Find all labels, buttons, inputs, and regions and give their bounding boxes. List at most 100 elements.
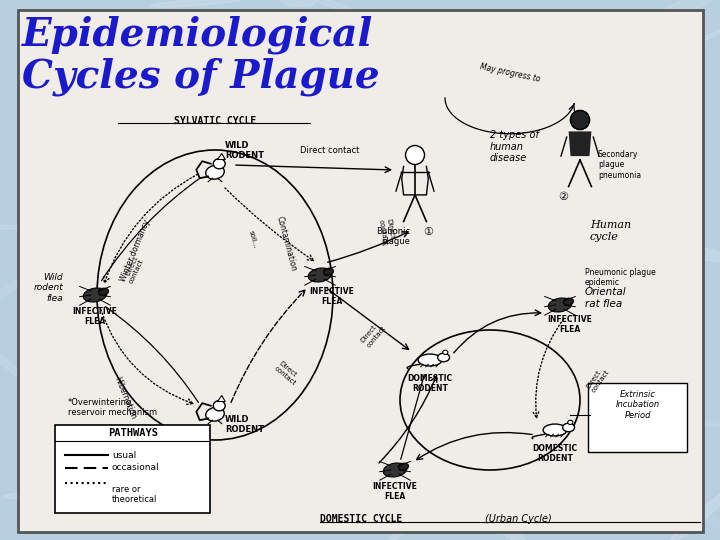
Ellipse shape (206, 165, 225, 179)
Ellipse shape (195, 472, 234, 500)
Ellipse shape (498, 164, 609, 175)
Text: Direct
contact: Direct contact (122, 255, 145, 284)
Ellipse shape (667, 487, 720, 540)
Ellipse shape (389, 171, 414, 183)
Text: INFECTIVE
FLEA: INFECTIVE FLEA (548, 315, 593, 334)
Ellipse shape (562, 423, 575, 431)
Text: *Overwintering
reservoir mechanism: *Overwintering reservoir mechanism (68, 398, 157, 417)
Ellipse shape (335, 442, 392, 457)
Ellipse shape (109, 255, 186, 274)
Ellipse shape (632, 273, 654, 293)
Ellipse shape (564, 500, 589, 515)
Ellipse shape (99, 288, 109, 295)
Ellipse shape (674, 365, 702, 373)
Polygon shape (217, 153, 225, 159)
Ellipse shape (323, 268, 333, 275)
Ellipse shape (461, 23, 597, 94)
Ellipse shape (443, 350, 448, 354)
Ellipse shape (282, 0, 316, 6)
Ellipse shape (543, 424, 567, 436)
FancyBboxPatch shape (588, 383, 687, 452)
Ellipse shape (22, 390, 88, 452)
Ellipse shape (181, 152, 325, 254)
Ellipse shape (313, 469, 463, 495)
Text: INFECTIVE
FLEA: INFECTIVE FLEA (73, 307, 117, 326)
Text: Wild
rodent
flea: Wild rodent flea (33, 273, 63, 303)
Ellipse shape (403, 295, 533, 348)
Ellipse shape (656, 455, 692, 462)
Text: DOMESTIC
RODENT: DOMESTIC RODENT (532, 444, 577, 463)
Ellipse shape (164, 212, 281, 288)
Ellipse shape (450, 19, 518, 57)
Ellipse shape (605, 57, 705, 87)
Text: Winter dormancy: Winter dormancy (119, 218, 151, 282)
Ellipse shape (307, 387, 460, 474)
Text: (Urban Cycle): (Urban Cycle) (485, 514, 552, 524)
Ellipse shape (84, 288, 107, 302)
Ellipse shape (427, 191, 520, 208)
Text: Direct
contact: Direct contact (585, 365, 611, 394)
Ellipse shape (596, 234, 720, 261)
Ellipse shape (438, 353, 449, 362)
Text: WILD
RODENT: WILD RODENT (225, 415, 264, 434)
Ellipse shape (0, 349, 24, 380)
Ellipse shape (210, 158, 257, 167)
Ellipse shape (60, 347, 171, 447)
Text: May progress to: May progress to (479, 62, 541, 84)
Ellipse shape (535, 255, 612, 309)
Text: Direct
contact: Direct contact (378, 218, 395, 246)
Ellipse shape (320, 370, 402, 402)
Ellipse shape (522, 322, 657, 365)
Text: Contamination: Contamination (275, 215, 298, 272)
Text: INFECTIVE
FLEA: INFECTIVE FLEA (372, 482, 418, 502)
Ellipse shape (0, 224, 52, 231)
Ellipse shape (438, 400, 519, 472)
Circle shape (570, 111, 590, 130)
Text: Pneumonic plague
epidemic: Pneumonic plague epidemic (585, 268, 656, 287)
Ellipse shape (544, 179, 675, 276)
Circle shape (405, 145, 425, 165)
Ellipse shape (202, 149, 333, 241)
Ellipse shape (191, 331, 302, 438)
Ellipse shape (350, 109, 430, 152)
Ellipse shape (666, 245, 685, 262)
Text: DOMESTIC CYCLE: DOMESTIC CYCLE (320, 514, 402, 524)
Ellipse shape (568, 420, 573, 424)
Ellipse shape (563, 306, 628, 322)
Ellipse shape (324, 151, 462, 155)
Ellipse shape (87, 390, 173, 410)
Ellipse shape (383, 463, 407, 477)
Ellipse shape (616, 83, 693, 131)
Text: ①: ① (423, 227, 433, 237)
Ellipse shape (324, 139, 446, 203)
Ellipse shape (213, 159, 225, 169)
Ellipse shape (618, 0, 720, 38)
Polygon shape (569, 131, 591, 156)
Circle shape (570, 111, 590, 130)
Ellipse shape (244, 20, 304, 51)
Ellipse shape (4, 491, 67, 498)
Ellipse shape (213, 401, 225, 411)
Ellipse shape (150, 0, 246, 7)
Ellipse shape (534, 202, 636, 259)
Ellipse shape (330, 29, 391, 49)
Ellipse shape (142, 224, 193, 264)
Ellipse shape (118, 67, 222, 92)
Ellipse shape (247, 116, 310, 156)
Ellipse shape (363, 125, 498, 239)
Text: Hibernation: Hibernation (112, 375, 138, 420)
Text: SYLVATIC CYCLE: SYLVATIC CYCLE (174, 116, 256, 126)
Ellipse shape (562, 450, 690, 492)
Ellipse shape (68, 340, 190, 348)
Ellipse shape (154, 188, 204, 213)
Ellipse shape (303, 0, 461, 53)
FancyBboxPatch shape (18, 10, 703, 532)
Text: WILD
RODENT: WILD RODENT (225, 140, 264, 160)
Ellipse shape (548, 298, 572, 312)
Ellipse shape (127, 246, 156, 269)
Ellipse shape (398, 463, 408, 470)
Ellipse shape (557, 373, 591, 402)
Text: ②: ② (558, 192, 568, 202)
Text: Human
cycle: Human cycle (590, 220, 631, 241)
Ellipse shape (634, 421, 720, 426)
